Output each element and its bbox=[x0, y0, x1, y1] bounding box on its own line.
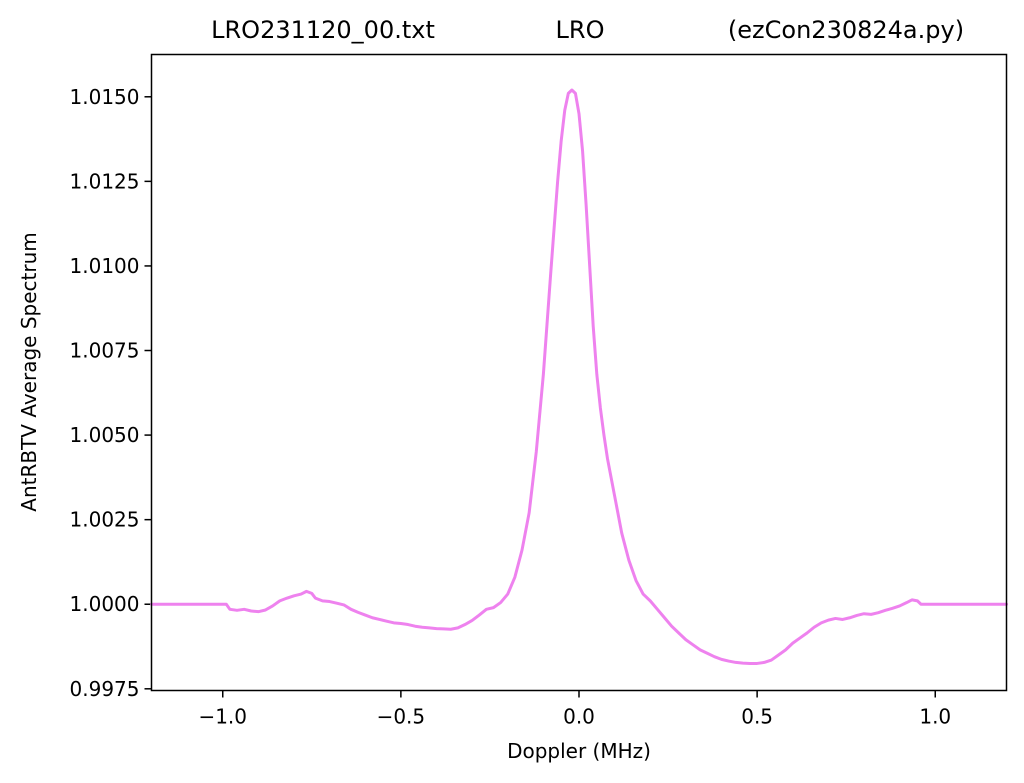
x-axis-label: Doppler (MHz) bbox=[507, 739, 651, 763]
plot-frame bbox=[150, 53, 1008, 692]
x-tick-label: 0.5 bbox=[741, 705, 773, 729]
x-tick-label: −1.0 bbox=[198, 705, 247, 729]
y-tick-label: 0.9975 bbox=[70, 677, 140, 701]
title-left: LRO231120_00.txt bbox=[211, 16, 435, 44]
y-tick-label: 1.0025 bbox=[70, 508, 140, 532]
y-tick-label: 1.0150 bbox=[70, 85, 140, 109]
y-axis: 0.9975 1.0000 1.0025 1.0050 1.0075 1.0100 1.01… bbox=[70, 85, 152, 701]
x-tick-label: 0.0 bbox=[563, 705, 595, 729]
series-line bbox=[150, 88, 1008, 665]
y-tick-label: 1.0100 bbox=[70, 254, 140, 278]
y-tick-label: 1.0075 bbox=[70, 339, 140, 363]
x-tick-label: 1.0 bbox=[919, 705, 951, 729]
y-tick-label: 1.0050 bbox=[70, 423, 140, 447]
title-right: (ezCon230824a.py) bbox=[728, 16, 964, 44]
y-tick-label: 1.0000 bbox=[70, 592, 140, 616]
y-axis-label: AntRBTV Average Spectrum bbox=[17, 232, 41, 511]
x-axis: −1.0 −0.5 0.0 0.5 1.0 bbox=[198, 690, 951, 729]
x-tick-label: −0.5 bbox=[377, 705, 426, 729]
y-tick-label: 1.0125 bbox=[70, 169, 140, 193]
title-center: LRO bbox=[556, 16, 605, 44]
